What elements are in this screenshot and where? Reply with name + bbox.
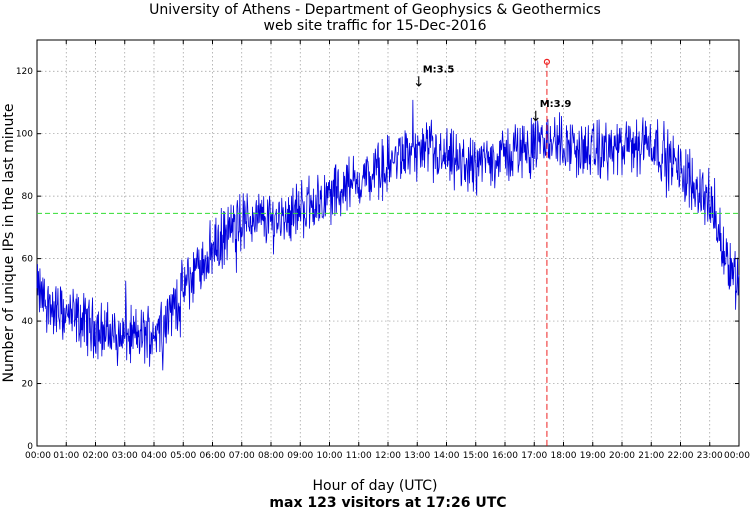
- series-visitors: [36, 99, 740, 371]
- earthquake-label: M:3.9: [540, 99, 572, 110]
- x-tick-label: 14:00: [434, 451, 460, 461]
- max-point-marker: [543, 58, 551, 65]
- chart-title-line2: web site traffic for 15-Dec-2016: [264, 18, 487, 34]
- y-axis-ticks: 0 20 40 60 80 100 120: [16, 67, 739, 452]
- x-tick-label: 03:00: [112, 451, 138, 461]
- earthquake-arrow-icon: ↓: [530, 109, 542, 125]
- y-tick-label: 20: [22, 380, 34, 390]
- x-tick-label: 20:00: [609, 451, 635, 461]
- x-tick-label: 17:00: [521, 451, 547, 461]
- x-tick-label: 01:00: [53, 451, 79, 461]
- x-tick-label: 18:00: [551, 451, 577, 461]
- x-tick-label: 00:00: [25, 451, 51, 461]
- max-marker: [543, 58, 551, 446]
- series-line-visitors: [36, 99, 740, 371]
- max-visitors-footer: max 123 visitors at 17:26 UTC: [269, 495, 506, 511]
- x-tick-label: 02:00: [83, 451, 109, 461]
- earthquake-label: M:3.5: [423, 65, 455, 76]
- x-tick-label: 09:00: [287, 451, 313, 461]
- y-tick-label: 120: [16, 67, 33, 77]
- x-axis-ticks: 00:00 01:00 02:00 03:00 04:00 05:00 06:00 07:00…: [25, 40, 750, 461]
- x-tick-label: 11:00: [346, 451, 372, 461]
- grid-lines: [37, 40, 739, 446]
- y-tick-label: 0: [27, 442, 33, 452]
- earthquake-arrow-icon: ↓: [413, 75, 425, 91]
- y-tick-label: 60: [22, 255, 34, 265]
- y-tick-label: 80: [22, 192, 34, 202]
- y-tick-label: 40: [22, 317, 34, 327]
- plot-area: [36, 39, 740, 447]
- chart-title-line1: University of Athens - Department of Geo…: [149, 2, 601, 18]
- x-tick-label: 15:00: [463, 451, 489, 461]
- x-tick-label: 21:00: [638, 451, 664, 461]
- x-tick-label: 07:00: [229, 451, 255, 461]
- x-tick-label: 23:00: [697, 451, 723, 461]
- x-tick-label: 19:00: [580, 451, 606, 461]
- y-tick-label: 100: [16, 130, 33, 140]
- y-axis-label: Number of unique IPs in the last minute: [1, 104, 17, 383]
- x-tick-label: 08:00: [258, 451, 284, 461]
- x-tick-label: 05:00: [170, 451, 196, 461]
- x-tick-label: 04:00: [141, 451, 167, 461]
- x-tick-label: 00:00: [724, 451, 750, 461]
- x-tick-label: 16:00: [492, 451, 518, 461]
- earthquake-annotations: M:3.5↓M:3.9↓: [413, 65, 572, 125]
- x-tick-label: 06:00: [200, 451, 226, 461]
- x-tick-label: 13:00: [404, 451, 430, 461]
- x-tick-label: 10:00: [317, 451, 343, 461]
- x-axis-label: Hour of day (UTC): [313, 478, 438, 494]
- x-tick-label: 22:00: [668, 451, 694, 461]
- x-tick-label: 12:00: [375, 451, 401, 461]
